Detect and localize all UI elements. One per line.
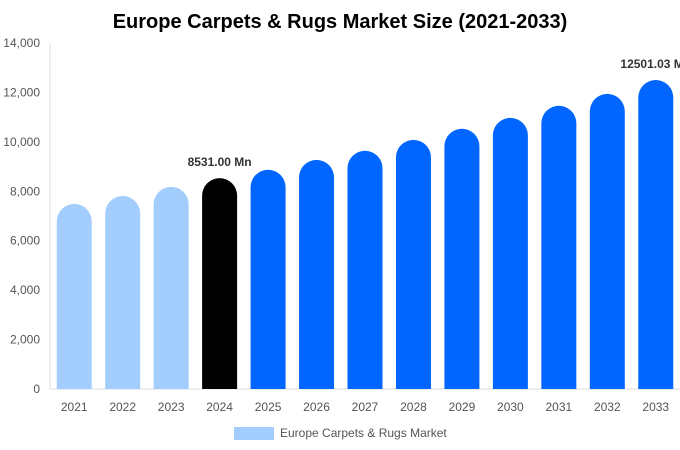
x-tick-label: 2021	[61, 400, 88, 414]
bar-2031	[541, 105, 577, 389]
bar-2023	[153, 186, 189, 389]
bar-2028	[395, 139, 431, 389]
x-tick-label: 2027	[352, 400, 379, 414]
x-tick-label: 2022	[109, 400, 136, 414]
legend: Europe Carpets & Rugs Market	[234, 426, 447, 440]
y-tick-label: 2,000	[10, 333, 40, 347]
bar-2033	[638, 80, 674, 390]
legend-swatch	[234, 427, 274, 440]
data-label-2033: 12501.03 Mn	[620, 57, 680, 71]
bar-2021	[56, 203, 92, 389]
bar-2027	[347, 150, 383, 389]
x-tick-label: 2031	[545, 400, 572, 414]
x-tick-label: 2030	[497, 400, 524, 414]
x-tick-label: 2033	[642, 400, 669, 414]
bar-2025	[250, 169, 286, 389]
y-tick-label: 12,000	[3, 85, 40, 99]
legend-label: Europe Carpets & Rugs Market	[280, 426, 447, 440]
y-tick-label: 10,000	[3, 135, 40, 149]
x-tick-label: 2029	[449, 400, 476, 414]
y-tick-label: 14,000	[3, 36, 40, 50]
y-tick-label: 4,000	[10, 283, 40, 297]
bar-2026	[299, 159, 335, 389]
x-tick-label: 2024	[206, 400, 233, 414]
bar-2029	[444, 128, 480, 389]
bar-2024	[202, 178, 238, 389]
x-tick-label: 2032	[594, 400, 621, 414]
bar-2022	[105, 195, 141, 389]
bar-2030	[492, 117, 528, 390]
x-tick-label: 2025	[255, 400, 282, 414]
y-tick-label: 8,000	[10, 184, 40, 198]
x-tick-label: 2023	[158, 400, 185, 414]
bar-2032	[589, 93, 625, 389]
y-tick-label: 0	[33, 382, 40, 396]
y-tick-label: 6,000	[10, 234, 40, 248]
x-tick-label: 2028	[400, 400, 427, 414]
x-tick-label: 2026	[303, 400, 330, 414]
chart-title: Europe Carpets & Rugs Market Size (2021-…	[113, 11, 568, 33]
data-label-2024: 8531.00 Mn	[188, 155, 252, 169]
